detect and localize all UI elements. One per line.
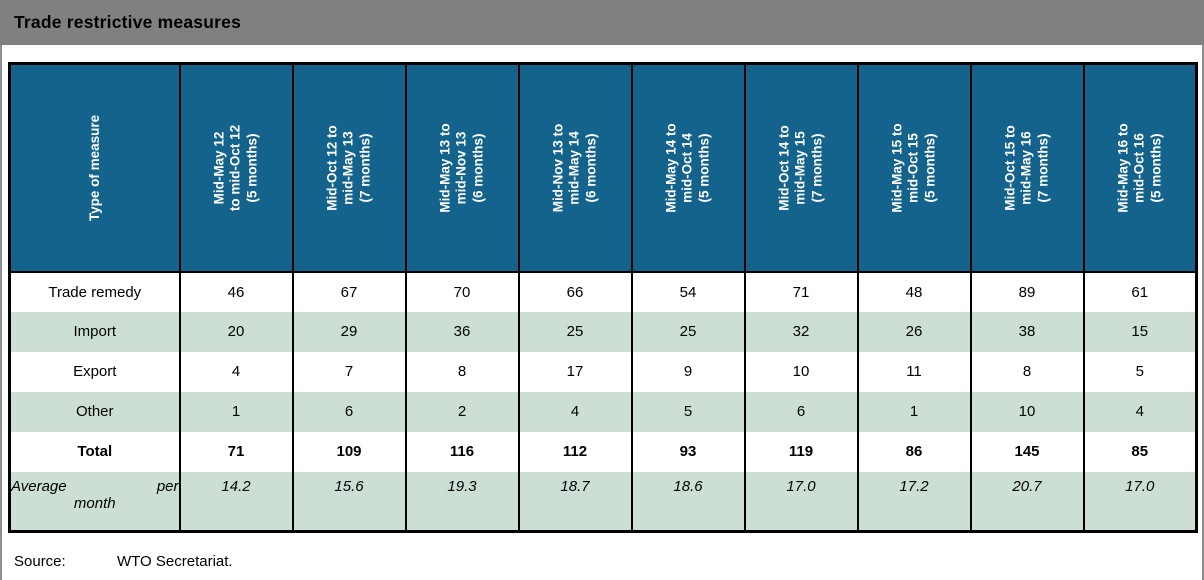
- period-column-header-6-label: Mid-Oct 14 to mid-May 15 (7 months): [776, 125, 825, 211]
- value-cell: 20: [178, 311, 294, 352]
- value-cell: 25: [517, 311, 633, 352]
- value-cell: 18.7: [517, 471, 633, 532]
- value-cell: 17: [517, 351, 633, 392]
- period-column-header-1-label: Mid-May 12 to mid-Oct 12 (5 months): [211, 124, 260, 211]
- value-cell: 112: [517, 431, 633, 472]
- period-column-header-2-label: Mid-Oct 12 to mid-May 13 (7 months): [324, 125, 373, 211]
- value-cell: 15.6: [291, 471, 407, 532]
- value-cell: 66: [517, 271, 633, 312]
- value-cell: 70: [404, 271, 520, 312]
- source-text: WTO Secretariat.: [117, 553, 233, 570]
- value-cell: 5: [1082, 351, 1198, 392]
- value-cell: 6: [291, 391, 407, 432]
- value-cell: 38: [969, 311, 1085, 352]
- value-cell: 1: [856, 391, 972, 432]
- source-label: Source:: [14, 553, 66, 570]
- value-cell: 25: [630, 311, 746, 352]
- table-row: Export 4 7 8 17 9 10 11 8 5: [8, 351, 1198, 392]
- period-column-header-9: Mid-May 16 to mid-Oct 16 (5 months): [1082, 63, 1198, 273]
- value-cell: 1: [178, 391, 294, 432]
- row-label-cell: Other: [8, 391, 181, 432]
- value-cell: 4: [1082, 391, 1198, 432]
- row-label-cell: Export: [8, 351, 181, 392]
- row-label-cell: Average per month: [8, 471, 181, 532]
- value-cell: 48: [856, 271, 972, 312]
- value-cell: 46: [178, 271, 294, 312]
- period-column-header-5: Mid-May 14 to mid-Oct 14 (5 months): [630, 63, 746, 273]
- value-cell: 20.7: [969, 471, 1085, 532]
- period-column-header-4: Mid-Nov 13 to mid-May 14 (6 months): [517, 63, 633, 273]
- period-column-header-7: Mid-May 15 to mid-Oct 15 (5 months): [856, 63, 972, 273]
- value-cell: 116: [404, 431, 520, 472]
- value-cell: 17.2: [856, 471, 972, 532]
- title-bar: Trade restrictive measures: [0, 0, 1204, 45]
- row-label-cell: Total: [8, 431, 181, 472]
- source-note: Source: WTO Secretariat.: [14, 553, 1202, 570]
- value-cell: 5: [630, 391, 746, 432]
- period-column-header-3-label: Mid-May 13 to mid-Nov 13 (6 months): [437, 123, 486, 213]
- period-column-header-7-label: Mid-May 15 to mid-Oct 15 (5 months): [889, 123, 938, 213]
- value-cell: 54: [630, 271, 746, 312]
- value-cell: 36: [404, 311, 520, 352]
- value-cell: 29: [291, 311, 407, 352]
- row-label-word: Average: [11, 477, 67, 495]
- value-cell: 61: [1082, 271, 1198, 312]
- value-cell: 89: [969, 271, 1085, 312]
- value-cell: 17.0: [1082, 471, 1198, 532]
- value-cell: 67: [291, 271, 407, 312]
- period-column-header-8-label: Mid-Oct 15 to mid-May 16 (7 months): [1002, 125, 1051, 211]
- table-row: Average per month 14.2 15.6 19.3 18.7 18.6 17.0 1…: [8, 471, 1198, 532]
- content-area: Type of measure Mid-May 12 to mid-Oct 12 …: [0, 45, 1204, 580]
- period-column-header-6: Mid-Oct 14 to mid-May 15 (7 months): [743, 63, 859, 273]
- period-column-header-5-label: Mid-May 14 to mid-Oct 14 (5 months): [663, 123, 712, 213]
- value-cell: 10: [969, 391, 1085, 432]
- value-cell: 11: [856, 351, 972, 392]
- value-cell: 9: [630, 351, 746, 392]
- value-cell: 32: [743, 311, 859, 352]
- value-cell: 85: [1082, 431, 1198, 472]
- value-cell: 18.6: [630, 471, 746, 532]
- table-row: Other 1 6 2 4 5 6 1 10 4: [8, 391, 1198, 432]
- value-cell: 8: [404, 351, 520, 392]
- value-cell: 15: [1082, 311, 1198, 352]
- value-cell: 109: [291, 431, 407, 472]
- value-cell: 26: [856, 311, 972, 352]
- period-column-header-3: Mid-May 13 to mid-Nov 13 (6 months): [404, 63, 520, 273]
- value-cell: 14.2: [178, 471, 294, 532]
- row-label-word: per: [156, 477, 179, 495]
- page-title: Trade restrictive measures: [14, 12, 242, 32]
- value-cell: 6: [743, 391, 859, 432]
- value-cell: 7: [291, 351, 407, 392]
- value-cell: 17.0: [743, 471, 859, 532]
- period-column-header-2: Mid-Oct 12 to mid-May 13 (7 months): [291, 63, 407, 273]
- value-cell: 19.3: [404, 471, 520, 532]
- value-cell: 8: [969, 351, 1085, 392]
- row-label-word: month: [73, 494, 116, 512]
- value-cell: 119: [743, 431, 859, 472]
- table-container: Type of measure Mid-May 12 to mid-Oct 12 …: [2, 45, 1202, 533]
- value-cell: 71: [743, 271, 859, 312]
- period-column-header-4-label: Mid-Nov 13 to mid-May 14 (6 months): [550, 123, 599, 213]
- row-label-cell: Trade remedy: [8, 271, 181, 312]
- type-of-measure-header: Type of measure: [8, 63, 181, 273]
- table-row: Trade remedy 46 67 70 66 54 71 48 89 61: [8, 271, 1198, 312]
- value-cell: 86: [856, 431, 972, 472]
- type-of-measure-header-label: Type of measure: [86, 114, 102, 221]
- row-label-cell: Import: [8, 311, 181, 352]
- trade-measures-table: Type of measure Mid-May 12 to mid-Oct 12 …: [8, 62, 1198, 533]
- value-cell: 93: [630, 431, 746, 472]
- table-header-row: Type of measure Mid-May 12 to mid-Oct 12 …: [8, 63, 1198, 273]
- value-cell: 4: [517, 391, 633, 432]
- value-cell: 2: [404, 391, 520, 432]
- value-cell: 71: [178, 431, 294, 472]
- period-column-header-9-label: Mid-May 16 to mid-Oct 16 (5 months): [1115, 123, 1163, 213]
- value-cell: 145: [969, 431, 1085, 472]
- table-row: Import 20 29 36 25 25 32 26 38 15: [8, 311, 1198, 352]
- period-column-header-8: Mid-Oct 15 to mid-May 16 (7 months): [969, 63, 1085, 273]
- value-cell: 4: [178, 351, 294, 392]
- period-column-header-1: Mid-May 12 to mid-Oct 12 (5 months): [178, 63, 294, 273]
- value-cell: 10: [743, 351, 859, 392]
- table-row: Total 71 109 116 112 93 119 86 145 85: [8, 431, 1198, 472]
